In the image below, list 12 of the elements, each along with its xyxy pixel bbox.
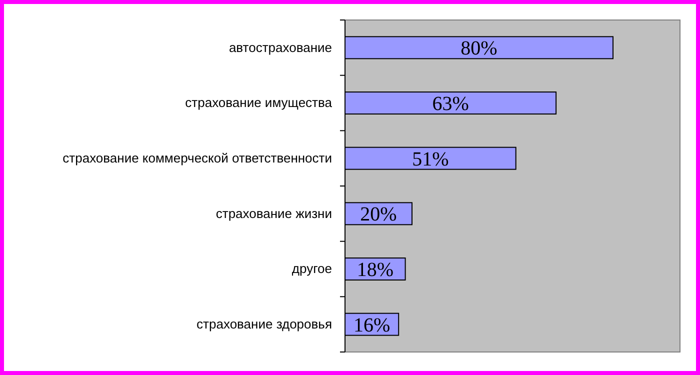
y-tick-label: страхование имущества [185, 95, 333, 110]
data-label: 16% [353, 314, 390, 336]
data-label: 18% [356, 259, 394, 281]
data-label: 51% [412, 148, 449, 170]
data-label: 63% [432, 93, 469, 115]
data-label: 80% [460, 38, 498, 60]
y-tick-label: страхование жизни [216, 206, 332, 221]
y-tick-label: страхование здоровья [196, 316, 332, 332]
y-tick-label: страхование коммерческой ответственности [62, 150, 332, 166]
y-tick-label: другое [292, 261, 332, 276]
data-label: 20% [360, 204, 397, 226]
y-tick-label: автострахование [228, 40, 332, 55]
